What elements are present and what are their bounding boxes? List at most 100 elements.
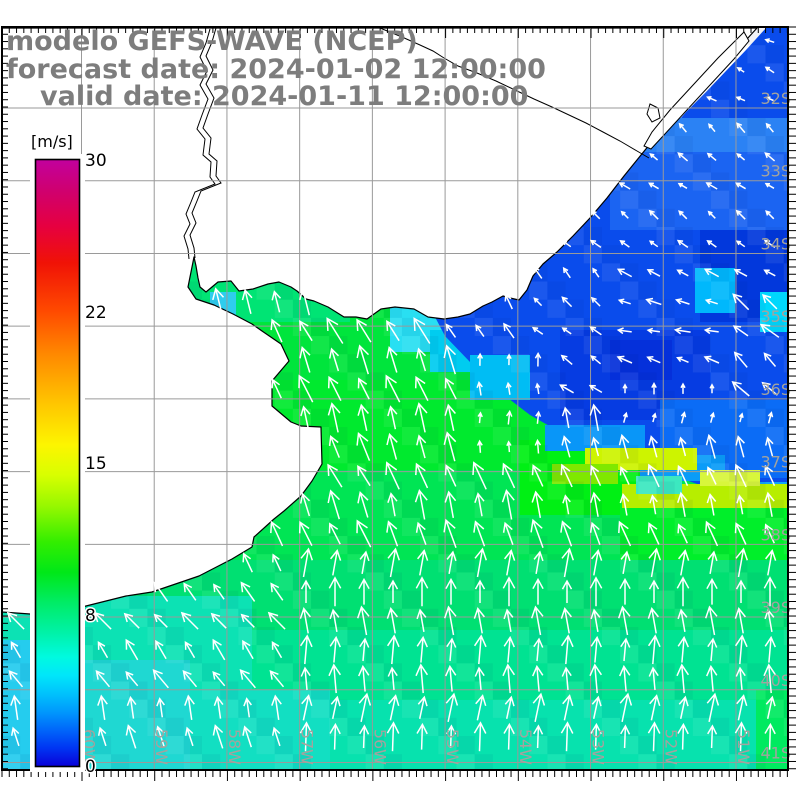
wind-arrow bbox=[328, 663, 342, 694]
field-cell-zone bbox=[610, 150, 788, 230]
wind-arrow bbox=[734, 634, 748, 665]
wind-arrow bbox=[673, 326, 691, 335]
wind-arrow bbox=[532, 692, 546, 723]
wind-arrow bbox=[619, 664, 631, 692]
wind-arrow bbox=[502, 663, 516, 694]
wind-arrow bbox=[534, 438, 542, 454]
wind-arrow bbox=[736, 152, 746, 161]
wind-arrow bbox=[562, 494, 571, 515]
title-block: modelo GEFS-WAVE (NCEP) forecast date: 2… bbox=[6, 26, 546, 112]
lat-label: 34S bbox=[760, 234, 791, 253]
wind-arrow bbox=[651, 382, 657, 395]
wind-arrow bbox=[330, 695, 341, 719]
wind-arrow bbox=[590, 296, 601, 307]
wind-arrow bbox=[764, 182, 775, 189]
wind-arrow bbox=[506, 440, 512, 453]
wind-arrow bbox=[562, 694, 574, 721]
lon-label: 57W bbox=[298, 729, 317, 765]
wind-arrow bbox=[299, 345, 311, 373]
wind-arrow bbox=[705, 433, 717, 459]
wind-arrow bbox=[765, 549, 777, 576]
wind-arrow bbox=[589, 576, 603, 607]
wind-arrow bbox=[416, 608, 427, 633]
wind-arrow bbox=[649, 152, 659, 161]
wind-arrow bbox=[212, 671, 226, 687]
wind-arrow bbox=[764, 464, 776, 487]
wind-arrow bbox=[764, 38, 775, 44]
wind-arrow bbox=[590, 608, 601, 633]
wind-arrow bbox=[764, 608, 775, 633]
wind-arrow bbox=[329, 608, 340, 633]
wind-arrow bbox=[385, 461, 400, 490]
wind-arrow bbox=[506, 353, 512, 366]
wind-arrow bbox=[504, 549, 516, 576]
wind-arrow bbox=[589, 521, 601, 546]
wind-arrow bbox=[357, 377, 370, 400]
wind-arrow bbox=[6, 611, 25, 630]
wind-arrow bbox=[386, 319, 400, 342]
wind-arrow bbox=[677, 436, 687, 457]
wind-arrow bbox=[736, 494, 745, 515]
wind-arrow bbox=[647, 721, 661, 752]
wind-arrow bbox=[242, 725, 253, 748]
wind-arrow bbox=[444, 377, 457, 400]
lat-label: 37S bbox=[760, 453, 791, 472]
wind-arrow bbox=[562, 266, 571, 279]
wind-arrow bbox=[734, 463, 747, 488]
wind-arrow bbox=[271, 694, 282, 721]
wind-arrow bbox=[356, 605, 370, 636]
colorbar-tick-8: 8 bbox=[85, 606, 96, 626]
wind-arrow bbox=[328, 434, 340, 458]
wind-arrow bbox=[327, 375, 342, 402]
wind-arrow bbox=[765, 210, 775, 220]
wind-arrow bbox=[503, 722, 515, 750]
wind-arrow bbox=[243, 697, 253, 718]
wind-arrow bbox=[415, 347, 427, 372]
wind-arrow bbox=[356, 431, 371, 461]
wind-arrow bbox=[414, 402, 428, 433]
wind-arrow bbox=[444, 490, 457, 519]
field-cell-zone bbox=[545, 425, 645, 451]
wind-arrow bbox=[477, 411, 483, 424]
wind-arrow bbox=[328, 522, 341, 545]
wind-arrow bbox=[242, 552, 253, 573]
wind-arrow bbox=[503, 635, 515, 663]
colorbar-halo bbox=[30, 154, 85, 772]
wind-arrow bbox=[270, 520, 284, 547]
wind-arrow bbox=[761, 293, 778, 310]
wind-arrow bbox=[618, 520, 632, 547]
wind-arrow bbox=[534, 351, 542, 367]
wind-arrow bbox=[300, 547, 314, 578]
wind-arrow bbox=[678, 695, 689, 719]
wind-arrow bbox=[707, 637, 718, 662]
wind-arrow bbox=[733, 351, 748, 368]
wind-arrow bbox=[8, 670, 24, 688]
colorbar: [m/s] 30 22 15 8 0 bbox=[30, 131, 109, 779]
wind-arrow bbox=[299, 607, 311, 634]
wind-arrow bbox=[387, 547, 401, 578]
wind-arrow bbox=[356, 318, 372, 343]
wind-arrow bbox=[476, 439, 483, 453]
wind-arrow bbox=[387, 666, 398, 691]
wind-arrow bbox=[299, 287, 312, 316]
wind-arrow bbox=[619, 692, 633, 723]
wind-arrow bbox=[388, 694, 400, 721]
wind-arrow bbox=[734, 607, 746, 634]
wind-arrow bbox=[503, 608, 514, 633]
model-title: modelo GEFS-WAVE (NCEP) bbox=[6, 26, 418, 57]
wind-arrow bbox=[329, 722, 341, 750]
wind-arrow bbox=[10, 694, 21, 721]
wind-arrow bbox=[241, 288, 253, 314]
wind-arrow bbox=[678, 122, 687, 133]
wind-arrow bbox=[676, 576, 690, 607]
wind-arrow bbox=[619, 466, 630, 485]
wind-arrow bbox=[678, 210, 688, 220]
wind-arrow bbox=[707, 724, 718, 749]
wind-arrow bbox=[445, 692, 459, 723]
wind-arrow bbox=[619, 577, 631, 605]
wind-arrow bbox=[445, 664, 457, 692]
lat-label: 35S bbox=[760, 307, 791, 326]
